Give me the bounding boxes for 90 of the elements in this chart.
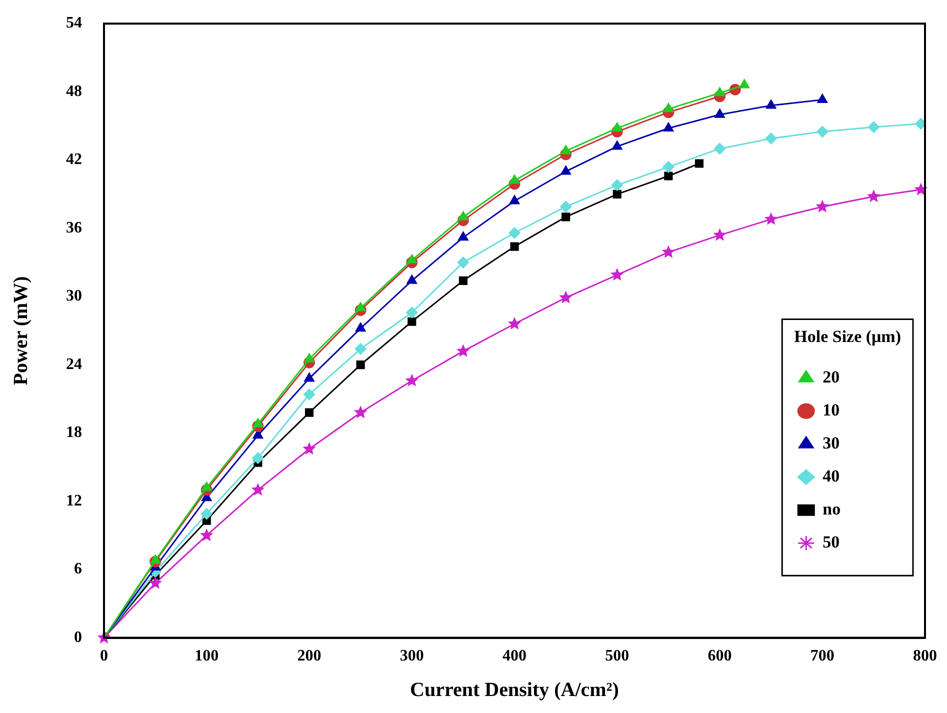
x-axis-title: Current Density (A/cm²) xyxy=(410,679,619,702)
point xyxy=(764,212,778,225)
point xyxy=(354,406,368,418)
y-tick-label: 54 xyxy=(66,14,82,32)
point xyxy=(458,211,468,220)
x-tick-label: 800 xyxy=(913,648,937,665)
legend-label: 30 xyxy=(822,433,840,452)
point xyxy=(714,108,725,118)
y-tick-label: 12 xyxy=(66,492,82,510)
y-tick-label: 18 xyxy=(66,424,82,442)
point xyxy=(508,316,522,330)
x-tick-label: 300 xyxy=(400,648,424,665)
point xyxy=(663,103,674,112)
x-tick-label: 600 xyxy=(708,648,732,665)
x-tick-label: 500 xyxy=(605,648,630,665)
point xyxy=(612,140,622,150)
point xyxy=(664,172,673,180)
y-tick-label: 48 xyxy=(66,82,82,100)
point xyxy=(662,161,674,173)
point xyxy=(816,126,828,138)
legend-title: Hole Size (μm) xyxy=(794,327,902,346)
point xyxy=(148,576,162,589)
point xyxy=(252,418,264,428)
legend-label: 10 xyxy=(822,400,840,420)
point xyxy=(304,388,315,400)
point xyxy=(610,268,624,281)
y-tick-label: 24 xyxy=(66,356,82,373)
legend-label: 40 xyxy=(822,466,840,486)
point xyxy=(662,245,676,258)
point xyxy=(456,344,470,357)
point xyxy=(560,145,571,154)
point xyxy=(200,528,214,542)
point xyxy=(562,212,570,222)
point xyxy=(509,195,520,204)
point xyxy=(868,121,880,133)
point xyxy=(304,372,314,382)
legend-label: 50 xyxy=(822,532,840,552)
point xyxy=(714,87,725,96)
point xyxy=(150,554,160,564)
point xyxy=(816,200,830,212)
x-tick-label: 0 xyxy=(100,648,108,665)
point xyxy=(406,254,417,264)
point xyxy=(663,122,674,132)
x-tick-label: 200 xyxy=(297,648,322,665)
y-tick-label: 6 xyxy=(74,560,82,578)
point xyxy=(766,100,776,109)
x-tick-label: 400 xyxy=(502,648,526,665)
y-axis-title: Power (mW) xyxy=(10,276,32,386)
point xyxy=(355,302,366,312)
point xyxy=(408,317,416,326)
y-tick-label: 36 xyxy=(66,219,82,236)
point xyxy=(508,227,520,239)
point xyxy=(560,200,572,212)
point xyxy=(406,274,417,284)
point xyxy=(560,166,571,175)
x-tick-label: 700 xyxy=(810,648,834,665)
point xyxy=(612,122,622,132)
point xyxy=(304,408,314,417)
y-tick-label: 0 xyxy=(74,628,82,646)
point xyxy=(251,482,265,496)
point xyxy=(713,228,726,241)
point xyxy=(457,256,469,268)
y-tick-label: 30 xyxy=(66,288,82,305)
point xyxy=(406,306,418,318)
y-tick-label: 42 xyxy=(66,151,82,168)
point xyxy=(458,232,468,241)
point xyxy=(612,190,622,198)
point xyxy=(694,159,704,168)
point xyxy=(867,189,880,202)
point xyxy=(304,353,314,362)
legend-label: 20 xyxy=(822,367,840,386)
point xyxy=(252,452,264,464)
point xyxy=(739,79,750,88)
point xyxy=(559,290,572,304)
point xyxy=(302,442,316,455)
point xyxy=(509,174,520,184)
point xyxy=(356,360,365,370)
point xyxy=(765,132,777,144)
point xyxy=(200,508,212,520)
point xyxy=(202,482,212,491)
point xyxy=(714,142,726,154)
point xyxy=(817,94,828,104)
legend-label: no xyxy=(822,499,841,518)
x-tick-label: 100 xyxy=(194,648,219,665)
point xyxy=(405,374,419,386)
point xyxy=(355,322,366,332)
point xyxy=(611,179,623,191)
point xyxy=(510,242,519,251)
point xyxy=(458,276,468,285)
point xyxy=(354,343,366,355)
